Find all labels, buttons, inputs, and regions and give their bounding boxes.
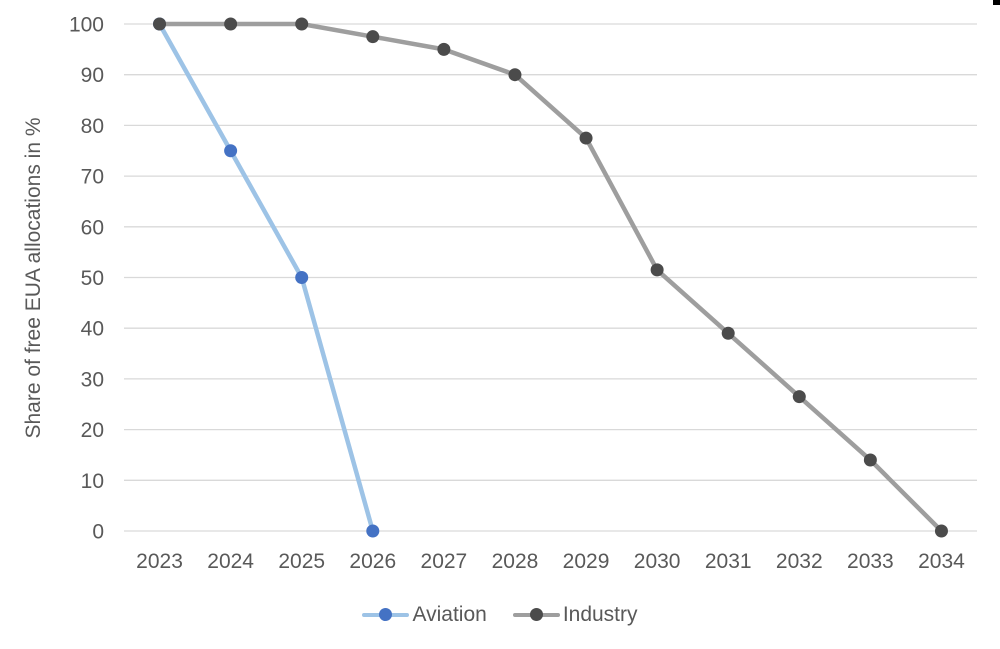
x-axis-label: 2029	[563, 550, 610, 573]
x-axis-label: 2024	[207, 550, 254, 573]
y-tick-label: 0	[92, 521, 104, 544]
legend-item-aviation: Aviation	[362, 602, 487, 628]
industry-marker	[721, 326, 735, 340]
legend-item-industry: Industry	[512, 602, 638, 628]
industry-marker	[295, 17, 309, 31]
aviation-marker	[295, 271, 309, 284]
y-tick-label: 60	[81, 216, 104, 239]
y-tick-label: 80	[81, 115, 104, 138]
industry-marker	[579, 131, 593, 145]
chart-legend: Aviation Industry	[0, 601, 1000, 629]
x-axis-label: 2031	[705, 550, 752, 573]
industry-marker	[934, 524, 948, 538]
y-tick-label: 50	[81, 267, 104, 290]
y-axis-title: Share of free EUA allocations in %	[22, 117, 45, 438]
y-tick-label: 30	[81, 368, 104, 391]
aviation-marker	[366, 524, 380, 538]
industry-marker	[792, 390, 806, 404]
industry-marker	[224, 17, 238, 31]
industry-marker	[153, 17, 167, 31]
legend-label: Aviation	[412, 603, 487, 626]
x-axis-label: 2025	[278, 550, 325, 573]
industry-marker	[650, 263, 664, 277]
x-axis-label: 2034	[918, 550, 965, 573]
y-tick-label: 10	[81, 470, 104, 493]
y-tick-label: 70	[81, 166, 104, 189]
x-axis-label: 2032	[776, 550, 823, 573]
industry-marker	[863, 453, 877, 467]
x-axis-label: 2027	[421, 550, 468, 573]
x-axis-label: 2033	[847, 550, 894, 573]
y-tick-label: 40	[81, 318, 104, 341]
x-axis-label: 2028	[492, 550, 539, 573]
y-tick-label: 20	[81, 419, 104, 442]
aviation-line	[157, 21, 376, 534]
x-axis-label: 2030	[634, 550, 681, 573]
x-axis-label: 2023	[136, 550, 183, 573]
y-tick-label: 90	[81, 64, 104, 87]
industry-marker	[366, 30, 380, 44]
x-axis-label: 2026	[349, 550, 396, 573]
industry-marker	[437, 42, 451, 56]
industry-legend-swatch	[512, 608, 560, 622]
y-tick-label: 100	[69, 14, 104, 37]
aviation-legend-marker-icon	[379, 608, 393, 621]
aviation-marker	[224, 144, 238, 158]
corner-mark	[993, 0, 1000, 5]
industry-marker	[508, 68, 522, 82]
aviation-legend-swatch	[362, 608, 410, 622]
industry-legend-marker-icon	[529, 608, 543, 621]
industry-line	[157, 21, 944, 534]
legend-label: Industry	[562, 603, 638, 626]
